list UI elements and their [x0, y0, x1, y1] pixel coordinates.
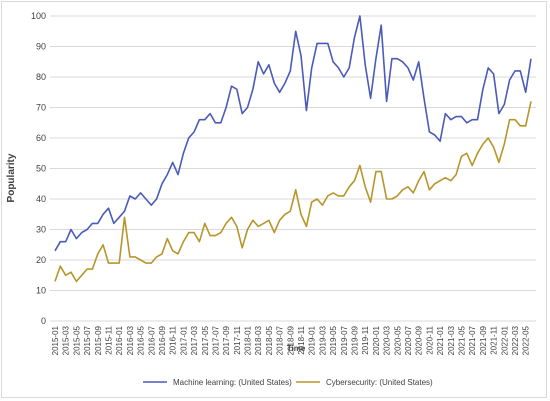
y-tick-label: 60 [36, 133, 46, 143]
x-tick-label: 2020-03 [383, 325, 392, 355]
x-axis-title: Time [287, 344, 306, 353]
x-tick-label: 2016-05 [137, 325, 146, 355]
y-tick-label: 10 [36, 286, 46, 296]
x-tick-label: 2018-03 [254, 325, 263, 355]
series-lines [54, 15, 532, 283]
x-tick-label: 2017-03 [190, 325, 199, 355]
x-tick-label: 2019-07 [340, 325, 349, 355]
y-tick-label: 40 [36, 194, 46, 204]
x-tick-label: 2015-11 [104, 325, 113, 354]
x-tick-label: 2021-01 [436, 325, 445, 355]
x-tick-label: 2015-03 [62, 325, 71, 355]
x-tick-label: 2019-01 [308, 325, 317, 355]
x-tick-label: 2019-11 [361, 325, 370, 354]
x-tick-label: 2017-01 [179, 325, 188, 355]
x-tick-label: 2017-11 [233, 325, 242, 354]
y-tick-label: 80 [36, 72, 46, 82]
x-tick-label: 2020-01 [372, 325, 381, 355]
x-tick-label: 2020-09 [415, 325, 424, 355]
y-axis-title: Popularity [6, 153, 17, 202]
gridlines [50, 15, 536, 322]
x-tick-label: 2021-09 [479, 325, 488, 355]
x-tick-label: 2018-11 [297, 325, 306, 354]
x-tick-label: 2020-11 [425, 325, 434, 354]
x-tick-label: 2016-07 [147, 325, 156, 355]
legend-label: Cybersecurity: (United States) [326, 378, 433, 387]
y-axis-tick-labels: 0 10 20 30 40 50 60 70 80 90 100 [31, 11, 46, 326]
x-tick-label: 2015-05 [72, 325, 81, 355]
y-tick-label: 0 [41, 316, 46, 326]
x-tick-label: 2015-09 [94, 325, 103, 355]
series-line-0 [54, 15, 532, 252]
x-axis-tick-labels: 2015-01 2015-03 2015-05 2015-07 2015-09 2015-… [51, 325, 531, 355]
x-tick-label: 2017-05 [201, 325, 210, 355]
legend: Machine learning: (United States) Cyberse… [143, 378, 433, 387]
x-tick-label: 2015-01 [51, 325, 60, 355]
x-tick-label: 2020-07 [404, 325, 413, 355]
x-tick-label: 2019-09 [351, 325, 360, 355]
x-tick-label: 2016-09 [158, 325, 167, 355]
x-tick-label: 2018-05 [265, 325, 274, 355]
x-tick-label: 2018-07 [276, 325, 285, 355]
y-tick-label: 30 [36, 225, 46, 235]
legend-label: Machine learning: (United States) [173, 378, 292, 387]
x-tick-label: 2016-01 [115, 325, 124, 355]
y-tick-label: 90 [36, 42, 46, 52]
series-line-1 [54, 101, 532, 283]
y-tick-label: 100 [31, 11, 46, 21]
x-tick-label: 2022-05 [522, 325, 531, 355]
y-tick-label: 70 [36, 103, 46, 113]
x-tick-label: 2021-07 [468, 325, 477, 355]
x-tick-label: 2019-05 [329, 325, 338, 355]
x-tick-label: 2019-03 [318, 325, 327, 355]
x-tick-label: 2022-03 [511, 325, 520, 355]
x-tick-label: 2018-01 [244, 325, 253, 355]
x-tick-label: 2022-01 [500, 325, 509, 355]
x-tick-label: 2015-07 [83, 325, 92, 355]
x-tick-label: 2021-03 [447, 325, 456, 355]
x-tick-label: 2016-11 [169, 325, 178, 354]
x-tick-label: 2021-05 [457, 325, 466, 355]
x-tick-label: 2020-05 [393, 325, 402, 355]
y-tick-label: 20 [36, 255, 46, 265]
x-tick-label: 2021-11 [490, 325, 499, 354]
x-tick-label: 2018-09 [286, 325, 295, 355]
y-tick-label: 50 [36, 164, 46, 174]
x-tick-label: 2016-03 [126, 325, 135, 355]
x-tick-label: 2017-09 [222, 325, 231, 355]
x-tick-label: 2017-07 [211, 325, 220, 355]
